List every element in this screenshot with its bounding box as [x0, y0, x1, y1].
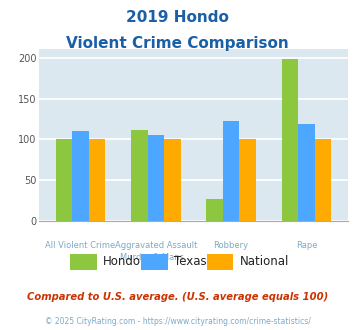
Bar — [298, 124, 315, 221]
Bar — [72, 131, 89, 221]
Text: National: National — [240, 254, 289, 268]
Text: Compared to U.S. average. (U.S. average equals 100): Compared to U.S. average. (U.S. average … — [27, 292, 328, 302]
Bar — [131, 130, 148, 221]
Text: Aggravated Assault: Aggravated Assault — [115, 241, 197, 249]
Text: Murder & Mans...: Murder & Mans... — [120, 253, 192, 262]
Bar — [164, 139, 181, 221]
Bar — [89, 139, 105, 221]
Text: Texas: Texas — [174, 254, 207, 268]
Bar — [239, 139, 256, 221]
Text: All Violent Crime: All Violent Crime — [45, 241, 116, 249]
Bar — [206, 199, 223, 221]
Bar — [282, 59, 298, 221]
Text: © 2025 CityRating.com - https://www.cityrating.com/crime-statistics/: © 2025 CityRating.com - https://www.city… — [45, 317, 310, 326]
Text: 2019 Hondo: 2019 Hondo — [126, 10, 229, 25]
Text: Robbery: Robbery — [214, 241, 249, 249]
Text: Violent Crime Comparison: Violent Crime Comparison — [66, 36, 289, 51]
Text: Hondo: Hondo — [103, 254, 141, 268]
Bar — [315, 139, 331, 221]
Bar — [148, 135, 164, 221]
Text: Rape: Rape — [296, 241, 317, 249]
Bar — [56, 139, 72, 221]
Bar — [223, 121, 239, 221]
